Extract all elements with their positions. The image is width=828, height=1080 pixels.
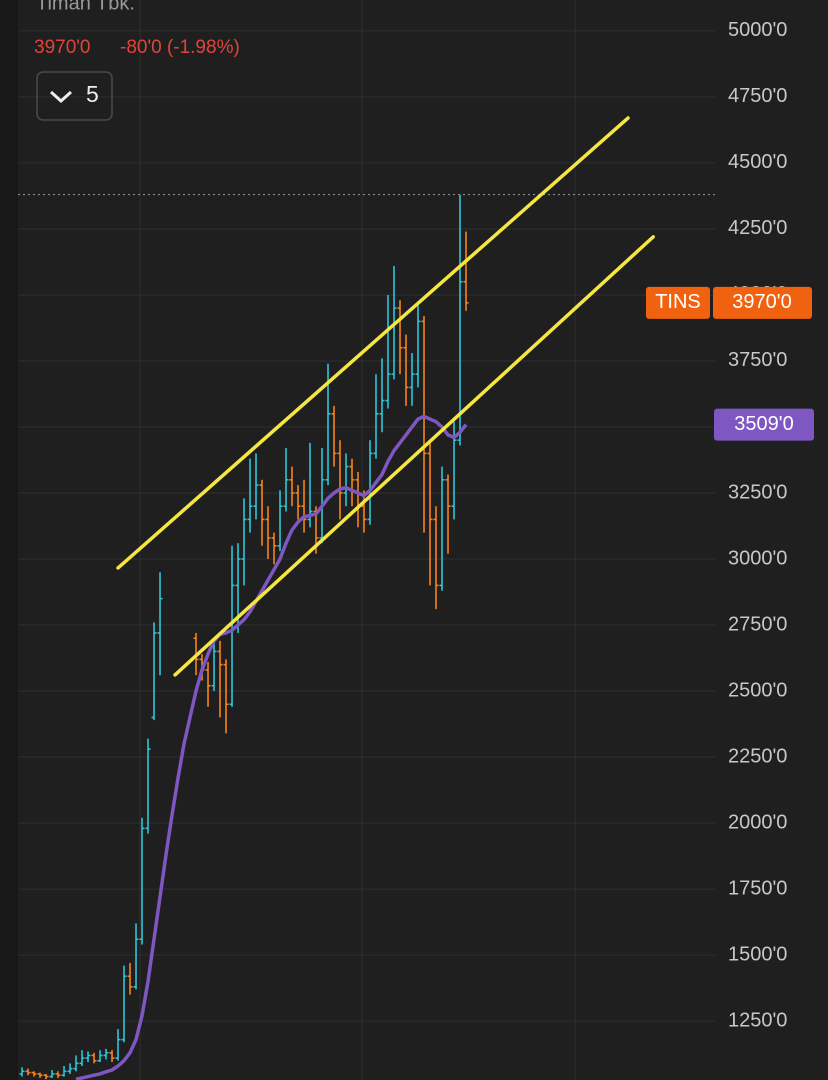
ticker-badge [646,286,710,319]
price-change: -80'0 (-1.98%) [120,37,240,58]
price-badge-label: 3970'0 [732,291,791,313]
last-price: 3970'0 [34,37,90,58]
dropdown-box[interactable] [36,71,113,121]
y-tick-label: 1750'0 [728,877,787,899]
y-tick-label: 2750'0 [728,613,787,635]
interval-dropdown[interactable]: 5 [36,71,113,121]
ma-badge-label: 3509'0 [734,413,793,435]
y-tick-label: 4250'0 [728,217,787,239]
interval-value[interactable]: 5 [86,81,99,107]
stock-name: Timah Tbk. [36,0,135,14]
ma-badge [714,408,814,441]
ticker-label: TINS [655,291,701,313]
moving-average [75,414,468,1080]
y-tick-label: 1250'0 [728,1009,787,1031]
chevron[interactable] [49,90,73,104]
trendline [173,235,655,677]
left-strip [0,0,18,1080]
y-tick-label: 4500'0 [728,151,787,173]
y-tick-label: 4750'0 [728,85,787,107]
trendline [116,116,630,570]
y-tick-label: 3750'0 [728,349,787,371]
y-tick-label: 5000'0 [728,19,787,41]
y-tick-label: 2250'0 [728,745,787,767]
y-tick-label: 3250'0 [728,481,787,503]
y-tick-label: 3000'0 [728,547,787,569]
y-tick-label: 1500'0 [728,943,787,965]
y-tick-label: 2000'0 [728,811,787,833]
price-badge [713,286,812,319]
y-tick-label: 2500'0 [728,679,787,701]
